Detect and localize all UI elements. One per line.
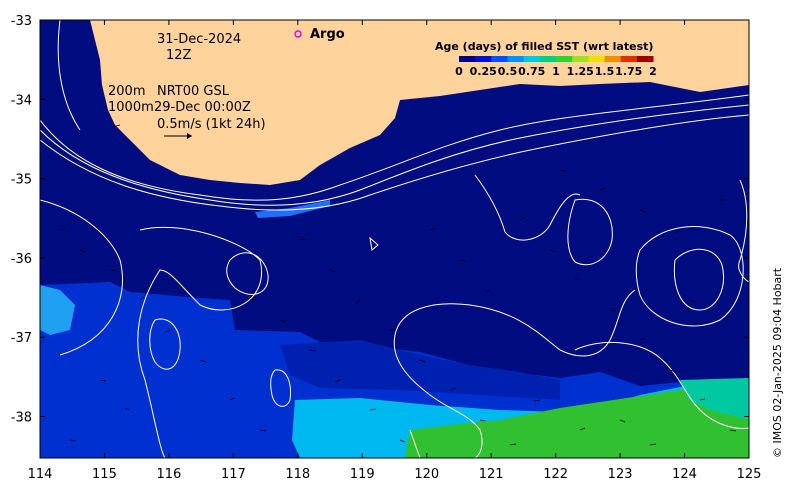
legend-color-swatch — [459, 56, 476, 62]
product-time-label: 29-Dec 00:00Z — [154, 100, 251, 115]
x-tick-label: 118 — [285, 467, 310, 482]
y-tick-label: -37 — [11, 331, 32, 346]
y-tick-label: -33 — [11, 14, 32, 29]
x-tick-label: 125 — [737, 467, 762, 482]
legend-tick-label: 0 — [455, 65, 463, 78]
y-axis: -33 -34 -35 -36 -37 -38 — [11, 14, 749, 426]
legend-color-swatch — [475, 56, 492, 62]
contour-label-pointer — [111, 124, 121, 128]
credit-label: © IMOS 02-Jan-2025 09:04 Hobart — [771, 267, 784, 458]
plot-frame — [39, 19, 750, 459]
x-tick-label: 115 — [92, 467, 117, 482]
legend-color-swatch — [507, 56, 525, 62]
product-label: NRT00 GSL — [157, 84, 230, 99]
sst-age-coastal-strip — [255, 200, 330, 218]
contour-label-1000m: 1000m — [108, 100, 154, 115]
legend-color-swatch — [539, 56, 557, 62]
legend-color-swatch — [636, 56, 654, 62]
x-tick-label: 120 — [414, 467, 439, 482]
legend-tick-labels: 0 0.25 0.5 0.75 1 1.25 1.5 1.75 2 — [455, 65, 657, 78]
legend-color-swatch — [572, 56, 589, 62]
legend-color-swatch — [491, 56, 508, 62]
legend-tick-label: 0.75 — [518, 65, 545, 78]
x-tick-label: 119 — [350, 467, 375, 482]
x-axis: 114 115 116 117 118 119 120 121 122 123 124 125 — [28, 20, 762, 482]
sst-age-patch-west — [40, 285, 75, 335]
vector-scale-arrow — [164, 133, 192, 139]
y-tick-label: -35 — [11, 173, 32, 188]
current-vectors — [59, 169, 737, 446]
x-tick-label: 117 — [221, 467, 246, 482]
contour-lines — [40, 20, 749, 458]
map-plot-area — [40, 20, 749, 458]
x-tick-label: 123 — [608, 467, 633, 482]
legend-tick-label: 1 — [552, 65, 560, 78]
legend-color-swatch — [604, 56, 622, 62]
legend-color-swatch — [523, 56, 541, 62]
legend-tick-label: 1.25 — [567, 65, 594, 78]
y-tick-label: -36 — [11, 252, 32, 267]
legend-color-swatch — [556, 56, 573, 62]
x-tick-label: 114 — [28, 467, 53, 482]
legend-tick-label: 0.25 — [470, 65, 497, 78]
sst-age-band-darkblue-patch — [280, 340, 560, 400]
x-tick-label: 124 — [672, 467, 697, 482]
legend-color-swatch — [588, 56, 605, 62]
date-label: 31-Dec-2024 — [157, 32, 241, 47]
legend-tick-label: 2 — [649, 65, 657, 78]
legend-color-swatch — [620, 56, 638, 62]
legend-tick-label: 1.75 — [615, 65, 642, 78]
x-tick-label: 121 — [479, 467, 504, 482]
argo-label: Argo — [310, 27, 345, 42]
legend-title: Age (days) of filled SST (wrt latest) — [435, 40, 653, 53]
x-tick-label: 122 — [543, 467, 568, 482]
legend-colorbar — [459, 56, 654, 62]
vector-scale-label: 0.5m/s (1kt 24h) — [157, 117, 266, 132]
legend-tick-label: 0.5 — [498, 65, 518, 78]
y-tick-label: -38 — [11, 411, 32, 426]
x-tick-label: 116 — [156, 467, 181, 482]
contour-label-200m: 200m — [108, 84, 145, 99]
sst-age-band-green — [405, 380, 749, 458]
time-label: 12Z — [166, 48, 192, 63]
argo-marker-icon — [294, 30, 302, 38]
sst-age-band-teal — [680, 378, 749, 420]
y-tick-label: -34 — [11, 93, 32, 108]
legend-tick-label: 1.5 — [595, 65, 615, 78]
